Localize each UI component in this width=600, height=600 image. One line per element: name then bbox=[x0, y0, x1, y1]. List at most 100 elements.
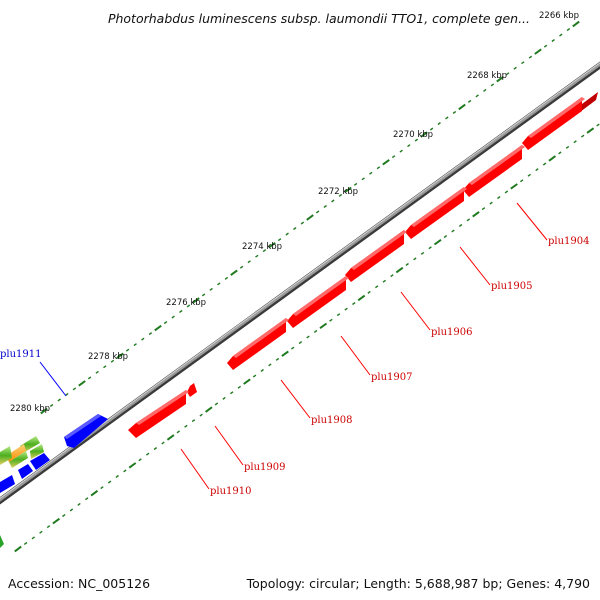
gene-plu1904b[interactable] bbox=[463, 145, 525, 197]
tick-label-2270: 2270 kbp bbox=[393, 130, 433, 140]
gene-label-plu1909[interactable]: plu1909 bbox=[244, 462, 286, 473]
gene-plu1909[interactable] bbox=[187, 383, 197, 397]
gene-plu1908[interactable] bbox=[227, 318, 289, 370]
minor-tick bbox=[504, 190, 509, 194]
major-tick bbox=[319, 322, 328, 330]
major-tick bbox=[243, 378, 251, 385]
major-tick bbox=[433, 238, 442, 246]
minor-tick bbox=[262, 249, 267, 253]
minor-tick bbox=[247, 260, 251, 264]
minor-tick bbox=[300, 221, 305, 225]
minor-tick bbox=[23, 541, 28, 545]
minor-tick bbox=[191, 419, 196, 423]
minor-tick bbox=[209, 287, 213, 291]
minor-tick bbox=[475, 94, 479, 98]
minor-tick bbox=[483, 88, 487, 92]
tick-labels: 2266 kbp 2268 kbp 2270 kbp 2272 kbp 2274… bbox=[10, 11, 579, 414]
minor-tick bbox=[163, 321, 168, 325]
gene-plu1911[interactable] bbox=[64, 414, 108, 448]
gene-plu1910[interactable] bbox=[128, 390, 189, 438]
genome-summary-text: Topology: circular; Length: 5,688,987 bp… bbox=[246, 576, 590, 591]
inner-tick-track bbox=[14, 123, 600, 553]
major-tick bbox=[166, 434, 175, 441]
minor-tick bbox=[344, 307, 348, 311]
tick-label-2274: 2274 kbp bbox=[242, 242, 282, 252]
minor-tick bbox=[46, 525, 51, 529]
minor-tick bbox=[376, 166, 381, 170]
minor-tick bbox=[107, 480, 112, 484]
minor-tick bbox=[161, 441, 165, 445]
gene-label-plu1905[interactable]: plu1905 bbox=[491, 281, 533, 292]
minor-tick bbox=[255, 254, 259, 258]
minor-tick bbox=[49, 403, 54, 407]
minor-tick bbox=[573, 140, 577, 144]
minor-tick bbox=[352, 302, 356, 306]
gene-label-plu1910[interactable]: plu1910 bbox=[210, 486, 252, 497]
minor-tick bbox=[179, 309, 183, 313]
minor-tick bbox=[123, 469, 127, 473]
minor-tick bbox=[293, 227, 297, 231]
gene-label-plu1904[interactable]: plu1904 bbox=[548, 236, 590, 247]
minor-tick bbox=[306, 335, 310, 339]
major-tick bbox=[510, 183, 518, 190]
gene-label-plu1908[interactable]: plu1908 bbox=[311, 415, 353, 426]
tick-label-2280: 2280 kbp bbox=[10, 404, 50, 414]
gene-label-plu1911[interactable]: plu1911 bbox=[0, 349, 42, 360]
minor-tick bbox=[338, 193, 343, 197]
minor-tick bbox=[580, 134, 585, 138]
major-tick bbox=[90, 489, 99, 497]
gene-label-plu1907[interactable]: plu1907 bbox=[371, 372, 413, 383]
major-tick bbox=[344, 186, 352, 194]
minor-tick bbox=[437, 122, 441, 126]
minor-tick bbox=[260, 368, 264, 372]
minor-tick bbox=[31, 536, 36, 540]
minor-tick bbox=[201, 293, 206, 297]
minor-tick bbox=[331, 199, 335, 203]
forward-strand-genes bbox=[0, 414, 108, 548]
minor-tick bbox=[100, 486, 104, 490]
minor-tick bbox=[399, 149, 403, 153]
minor-tick bbox=[285, 232, 289, 236]
gene-plu1904[interactable] bbox=[522, 92, 598, 150]
minor-tick bbox=[224, 276, 229, 280]
minor-tick bbox=[367, 290, 371, 294]
minor-tick bbox=[275, 357, 280, 361]
gene-plu1906[interactable] bbox=[345, 230, 407, 282]
minor-tick bbox=[467, 99, 472, 103]
minor-tick bbox=[145, 452, 150, 456]
gene-plu1905[interactable] bbox=[405, 187, 467, 239]
minor-tick bbox=[313, 329, 318, 333]
minor-tick bbox=[184, 424, 188, 428]
major-tick bbox=[420, 131, 428, 138]
minor-tick bbox=[72, 387, 77, 391]
minor-tick bbox=[65, 392, 69, 396]
major-tick bbox=[205, 406, 213, 413]
major-tick bbox=[14, 545, 22, 553]
minor-tick bbox=[445, 116, 449, 120]
minor-tick bbox=[110, 359, 115, 363]
minor-tick bbox=[391, 155, 396, 159]
gene-plu1907[interactable] bbox=[287, 276, 349, 328]
minor-tick bbox=[451, 229, 455, 233]
minor-tick bbox=[186, 304, 191, 308]
minor-tick bbox=[489, 201, 493, 205]
minor-tick bbox=[407, 144, 411, 148]
minor-tick bbox=[176, 430, 181, 434]
minor-tick bbox=[513, 66, 517, 70]
minor-tick bbox=[414, 138, 419, 142]
minor-tick bbox=[125, 348, 130, 352]
minor-tick bbox=[490, 83, 495, 87]
minor-tick bbox=[336, 313, 341, 317]
minor-tick bbox=[559, 33, 563, 37]
minor-tick bbox=[353, 182, 358, 186]
minor-tick bbox=[428, 246, 432, 250]
reverse-strand-genes bbox=[128, 92, 598, 438]
minor-tick bbox=[443, 235, 448, 239]
minor-tick bbox=[528, 55, 533, 59]
major-tick bbox=[572, 20, 580, 28]
minor-tick bbox=[543, 44, 548, 48]
gene-cluster-left[interactable] bbox=[0, 436, 50, 548]
gene-label-plu1906[interactable]: plu1906 bbox=[431, 327, 473, 338]
minor-tick bbox=[115, 474, 119, 478]
